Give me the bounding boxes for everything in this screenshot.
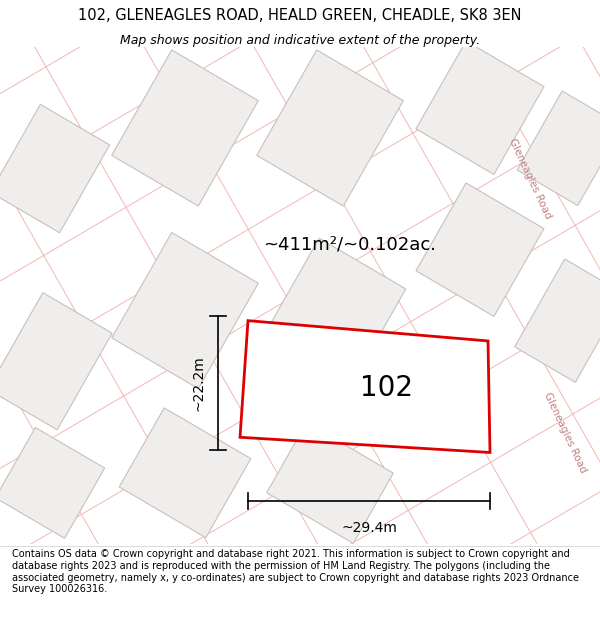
- Text: ~411m²/~0.102ac.: ~411m²/~0.102ac.: [263, 236, 437, 254]
- Text: Map shows position and indicative extent of the property.: Map shows position and indicative extent…: [120, 34, 480, 47]
- Polygon shape: [266, 422, 394, 543]
- Polygon shape: [254, 238, 406, 403]
- Text: 102, GLENEAGLES ROAD, HEALD GREEN, CHEADLE, SK8 3EN: 102, GLENEAGLES ROAD, HEALD GREEN, CHEAD…: [78, 8, 522, 23]
- Text: ~22.2m: ~22.2m: [192, 355, 206, 411]
- Text: Contains OS data © Crown copyright and database right 2021. This information is : Contains OS data © Crown copyright and d…: [12, 549, 579, 594]
- Polygon shape: [416, 41, 544, 174]
- Polygon shape: [119, 408, 251, 538]
- Polygon shape: [515, 259, 600, 382]
- Polygon shape: [112, 50, 259, 206]
- Polygon shape: [0, 292, 112, 430]
- Polygon shape: [112, 232, 259, 389]
- Text: Gleneagles Road: Gleneagles Road: [542, 391, 588, 474]
- Polygon shape: [0, 428, 104, 538]
- Text: 102: 102: [360, 374, 413, 402]
- Polygon shape: [517, 91, 600, 206]
- Text: ~29.4m: ~29.4m: [341, 521, 397, 536]
- Text: Gleneagles Road: Gleneagles Road: [507, 137, 553, 221]
- Polygon shape: [240, 321, 490, 452]
- Polygon shape: [416, 183, 544, 316]
- Polygon shape: [257, 50, 403, 206]
- Polygon shape: [0, 104, 110, 232]
